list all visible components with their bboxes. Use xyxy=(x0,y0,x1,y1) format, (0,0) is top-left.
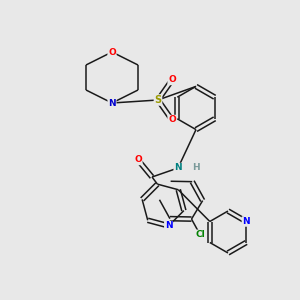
Text: Cl: Cl xyxy=(195,230,205,239)
Text: H: H xyxy=(192,164,200,172)
Text: N: N xyxy=(242,217,250,226)
Text: N: N xyxy=(108,98,116,107)
Text: O: O xyxy=(168,116,176,124)
Text: S: S xyxy=(154,95,162,105)
Text: O: O xyxy=(168,76,176,85)
Text: O: O xyxy=(108,47,116,56)
Text: O: O xyxy=(134,155,142,164)
Text: N: N xyxy=(174,164,182,172)
Text: N: N xyxy=(165,221,172,230)
